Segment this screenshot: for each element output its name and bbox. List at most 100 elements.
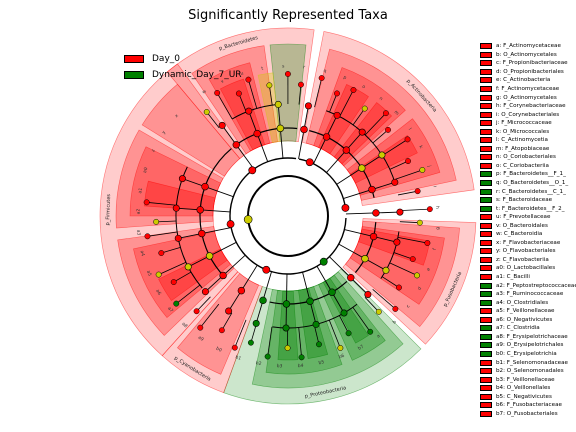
clade-letter: u — [240, 71, 244, 77]
taxa-legend-item: b4: O_Veillonellales — [480, 384, 576, 393]
taxa-swatch — [480, 154, 492, 161]
taxa-legend-item: u: F_Prevotellaceae — [480, 213, 576, 222]
taxa-legend-label: a9: O_Erysipelotrichales — [496, 342, 564, 349]
branch-line — [389, 262, 418, 276]
family-sector — [257, 72, 281, 143]
taxa-swatch — [480, 385, 492, 392]
leaf-node — [361, 105, 368, 112]
clade-node — [282, 300, 291, 308]
branch-line — [298, 84, 302, 105]
root-ring — [247, 175, 329, 257]
clade-letter: b5 — [318, 359, 325, 366]
clade-letter: a5 — [145, 270, 153, 278]
clade-node — [198, 229, 206, 238]
leaf-node — [264, 353, 271, 360]
leaf-node — [404, 136, 411, 143]
taxa-legend-label: b2: O_Selenomonadales — [496, 368, 564, 375]
taxa-swatch — [480, 231, 492, 238]
clade-node — [372, 209, 380, 217]
taxa-legend-item: l: C_Actinomycetia — [480, 136, 576, 145]
leaf-node — [155, 271, 162, 278]
clade-letter: x — [174, 113, 180, 119]
branch-line — [234, 319, 247, 348]
branch-line — [389, 160, 409, 170]
clade-letter: a4 — [139, 250, 146, 257]
clade-node — [282, 324, 290, 332]
taxa-swatch — [480, 368, 492, 375]
taxa-swatch — [480, 145, 492, 152]
taxa-swatch — [480, 308, 492, 315]
taxa-swatch — [480, 359, 492, 366]
taxa-swatch — [480, 128, 492, 135]
taxa-legend-item: z: C_Flavobacteriia — [480, 256, 576, 265]
clade-letter: t — [261, 66, 264, 72]
clade-node — [174, 234, 182, 242]
phylum-node — [226, 220, 235, 228]
branch-line — [339, 315, 349, 334]
clade-letter: l — [407, 127, 413, 132]
taxa-legend-item: j: F_Micrococcaceae — [480, 119, 576, 128]
taxa-swatch — [480, 60, 492, 67]
clade-node — [201, 182, 209, 191]
clade-letter: f — [432, 247, 438, 250]
taxa-legend-item: a5: F_Veillonellaceae — [480, 307, 576, 316]
taxa-legend-label: a6: O_Negativicutes — [496, 316, 553, 323]
clade-letter: s — [282, 65, 285, 70]
taxa-legend-item: i: O_Corynebacteriales — [480, 110, 576, 119]
branch-line — [399, 221, 420, 224]
taxa-legend-label: c: F_Propionibacteriaceae — [496, 60, 568, 67]
branch-line — [268, 85, 273, 106]
phylum-node — [305, 158, 314, 167]
taxa-swatch — [480, 325, 492, 332]
clade-letter: z — [151, 148, 157, 153]
taxa-swatch — [480, 120, 492, 127]
taxa-legend-label: b7: O_Fusobacteriales — [496, 410, 558, 417]
taxa-legend-item: b: O_Actinomycetales — [480, 51, 576, 60]
clade-letter: r — [303, 64, 306, 70]
taxa-swatch — [480, 137, 492, 144]
taxa-legend-item: b2: O_Selenomonadales — [480, 367, 576, 376]
clade-letter: b6 — [338, 353, 346, 361]
clade-node — [300, 125, 308, 134]
taxa-legend-label: q: O_Bacteroidetes__O_1_ — [496, 180, 569, 187]
branch-line — [397, 236, 428, 244]
leaf-node — [350, 87, 357, 93]
taxa-swatch — [480, 68, 492, 75]
taxa-swatch — [480, 171, 492, 178]
taxa-legend-item: a4: O_Clostridiales — [480, 298, 576, 307]
branch-line — [328, 319, 341, 349]
branch-line — [372, 288, 396, 310]
taxa-legend-label: x: F_Flavobacteriaceae — [496, 239, 561, 246]
leaf-node — [316, 341, 322, 348]
group-legend-item: Dynamic_Day_7_UR — [124, 67, 242, 83]
taxa-legend-label: g: O_Actinomycetales — [496, 94, 557, 101]
branch-line — [329, 93, 338, 113]
clade-arc — [267, 217, 347, 275]
clade-letter: y — [162, 130, 168, 135]
taxa-swatch — [480, 274, 492, 281]
taxa-legend-item: w: C_Bacteroidia — [480, 230, 576, 239]
taxa-legend-label: a3: F_Ruminococcaceae — [496, 291, 564, 298]
taxa-legend-label: b0: C_Erysipelotrichia — [496, 350, 557, 357]
taxa-swatch — [480, 316, 492, 323]
taxa-legend-item: f: F_Actinomycetaceae — [480, 85, 576, 94]
clade-letter: a6 — [154, 288, 162, 296]
taxa-legend-item: s: F_Bacteroidaceae — [480, 196, 576, 205]
leaf-node — [426, 206, 433, 213]
clade-letter: a1 — [137, 187, 144, 194]
group-legend-label: Dynamic_Day_7_UR — [152, 70, 242, 80]
clade-node — [196, 206, 204, 214]
branch-line — [216, 92, 233, 120]
clade-letter: e — [426, 267, 432, 272]
branch-line — [248, 79, 258, 109]
taxa-legend-label: m: F_Atopobiaceae — [496, 145, 550, 152]
family-sector — [219, 78, 266, 151]
clade-arc — [354, 222, 377, 273]
clade-letter: h — [434, 206, 440, 209]
leaf-node — [266, 82, 273, 89]
class-sector — [177, 273, 260, 375]
clade-letter: i — [432, 185, 438, 187]
leaf-node — [298, 81, 304, 88]
leaf-node — [170, 279, 177, 286]
